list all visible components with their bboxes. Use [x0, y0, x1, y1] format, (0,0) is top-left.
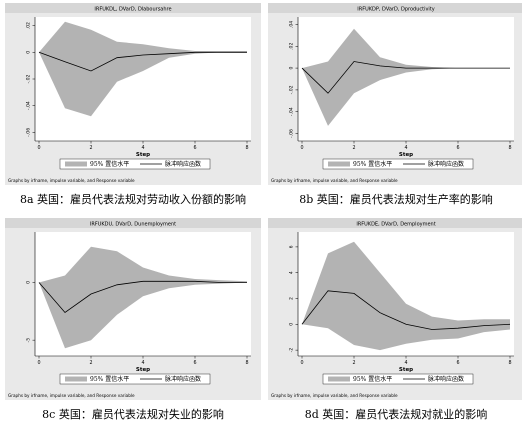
legend-line-label: 脉冲响应函数 [428, 375, 464, 383]
legend-ci-label: 95% 置信水平 [353, 375, 392, 383]
y-tick-label: 2 [289, 297, 295, 300]
y-tick-label: 4 [289, 271, 295, 274]
ci-band [39, 246, 247, 349]
y-tick-label: -5 [26, 338, 32, 343]
x-tick-label: 4 [141, 360, 144, 366]
x-tick-label: 0 [300, 145, 303, 151]
y-tick-label: .02 [289, 43, 295, 50]
chart-header-title: IRFUKDU, DVarD, Dunemployment [90, 222, 176, 228]
chart-footnote: Graphs by irfname, impulse variable, and… [8, 178, 135, 183]
x-tick-label: 2 [352, 360, 355, 366]
chart-header-title: IRFUKDL, DVarD, Dlaboursahre [94, 7, 171, 13]
y-tick-label: -2 [289, 348, 295, 353]
x-axis-label: Step [136, 367, 150, 373]
legend-line-label: 脉冲响应函数 [165, 375, 201, 383]
x-axis-label: Step [399, 367, 413, 373]
y-tick-label: .04 [289, 21, 295, 28]
y-tick-label: -.02 [26, 74, 32, 83]
ci-band [302, 28, 510, 126]
legend-box [322, 158, 474, 170]
y-tick-label: 0 [289, 323, 295, 326]
y-tick-label: 0 [289, 67, 295, 70]
y-tick-label: 0 [26, 281, 32, 284]
legend-ci-label: 95% 置信水平 [353, 160, 392, 168]
chart-header-title: IRFUKDP, DVarD, Dproductivity [357, 7, 435, 13]
irf-chart-8d: IRFUKDE, DVarD, Demployment 6 4 2 0 -2 0 2 4 6 8 St… [268, 218, 522, 400]
ci-band [302, 241, 510, 351]
caption-8d: 8d 英国：雇员代表法规对就业的影响 [304, 408, 488, 421]
x-tick-label: 4 [141, 145, 144, 151]
x-tick-label: 2 [89, 360, 92, 366]
chart-footnote: Graphs by irfname, impulse variable, and… [8, 393, 135, 398]
caption-8c: 8c 英国：雇员代表法规对失业的影响 [42, 408, 224, 421]
x-tick-label: 8 [245, 360, 248, 366]
chart-header-strip [5, 3, 261, 13]
ci-band [39, 21, 247, 117]
y-tick-label: 6 [289, 245, 295, 248]
caption-8b: 8b 英国：雇员代表法规对生产率的影响 [299, 193, 493, 206]
legend-ci-label: 95% 置信水平 [90, 375, 129, 383]
x-tick-label: 8 [508, 360, 511, 366]
irf-chart-8a: IRFUKDL, DVarD, Dlaboursahre .02 0 -.02 -.04… [5, 3, 261, 185]
legend-box [59, 373, 211, 385]
x-axis-label: Step [136, 152, 150, 158]
irf-line [301, 290, 511, 330]
x-tick-label: 0 [37, 360, 40, 366]
y-tick-label: .02 [26, 22, 32, 29]
irf-chart-8c: IRFUKDU, DVarD, Dunemployment 0 -5 0 2 4 6 8 Ste… [5, 218, 261, 400]
x-tick-label: 6 [193, 360, 196, 366]
x-tick-label: 0 [37, 145, 40, 151]
legend-ci-swatch [65, 376, 87, 382]
legend-ci-swatch [328, 161, 350, 167]
y-tick-label: -.06 [26, 128, 32, 137]
chart-header-title: IRFUKDE, DVarD, Demployment [356, 222, 435, 228]
x-tick-label: 4 [404, 145, 407, 151]
caption-8a: 8a 英国：雇员代表法规对劳动收入份额的影响 [19, 193, 247, 206]
panel-8d: IRFUKDE, DVarD, Demployment 6 4 2 0 -2 0 2 4 6 8 St… [268, 218, 522, 421]
x-tick-label: 0 [300, 360, 303, 366]
legend-box [322, 373, 474, 385]
chart-header-strip [5, 218, 261, 228]
legend-ci-swatch [65, 161, 87, 167]
x-tick-label: 8 [245, 145, 248, 151]
irf-line [301, 61, 510, 94]
x-tick-label: 8 [508, 145, 511, 151]
y-tick-label: -.04 [289, 107, 295, 116]
panel-8a: IRFUKDL, DVarD, Dlaboursahre .02 0 -.02 -.04… [5, 3, 261, 206]
irf-chart-8b: IRFUKDP, DVarD, Dproductivity .04 .02 0 -.02… [268, 3, 522, 185]
y-tick-label: 0 [26, 51, 32, 54]
y-tick-label: -.06 [289, 129, 295, 138]
panel-8c: IRFUKDU, DVarD, Dunemployment 0 -5 0 2 4 6 8 Ste… [5, 218, 261, 421]
x-tick-label: 2 [89, 145, 92, 151]
irf-line [38, 280, 247, 314]
chart-footnote: Graphs by irfname, impulse variable, and… [271, 393, 398, 398]
legend-box [59, 158, 211, 170]
x-tick-label: 6 [193, 145, 196, 151]
x-axis-label: Step [399, 152, 413, 158]
chart-header-strip [268, 3, 522, 13]
legend-ci-swatch [328, 376, 350, 382]
legend-line-label: 脉冲响应函数 [165, 160, 201, 168]
legend-ci-label: 95% 置信水平 [90, 160, 129, 168]
y-tick-label: -.04 [26, 101, 32, 110]
y-tick-label: -.02 [289, 85, 295, 94]
irf-line [38, 51, 247, 72]
legend-line-label: 脉冲响应函数 [428, 160, 464, 168]
chart-header-strip [268, 218, 522, 228]
x-tick-label: 6 [456, 360, 459, 366]
panel-8b: IRFUKDP, DVarD, Dproductivity .04 .02 0 -.02… [268, 3, 522, 206]
x-tick-label: 6 [456, 145, 459, 151]
x-tick-label: 2 [352, 145, 355, 151]
x-tick-label: 4 [404, 360, 407, 366]
chart-footnote: Graphs by irfname, impulse variable, and… [271, 178, 398, 183]
